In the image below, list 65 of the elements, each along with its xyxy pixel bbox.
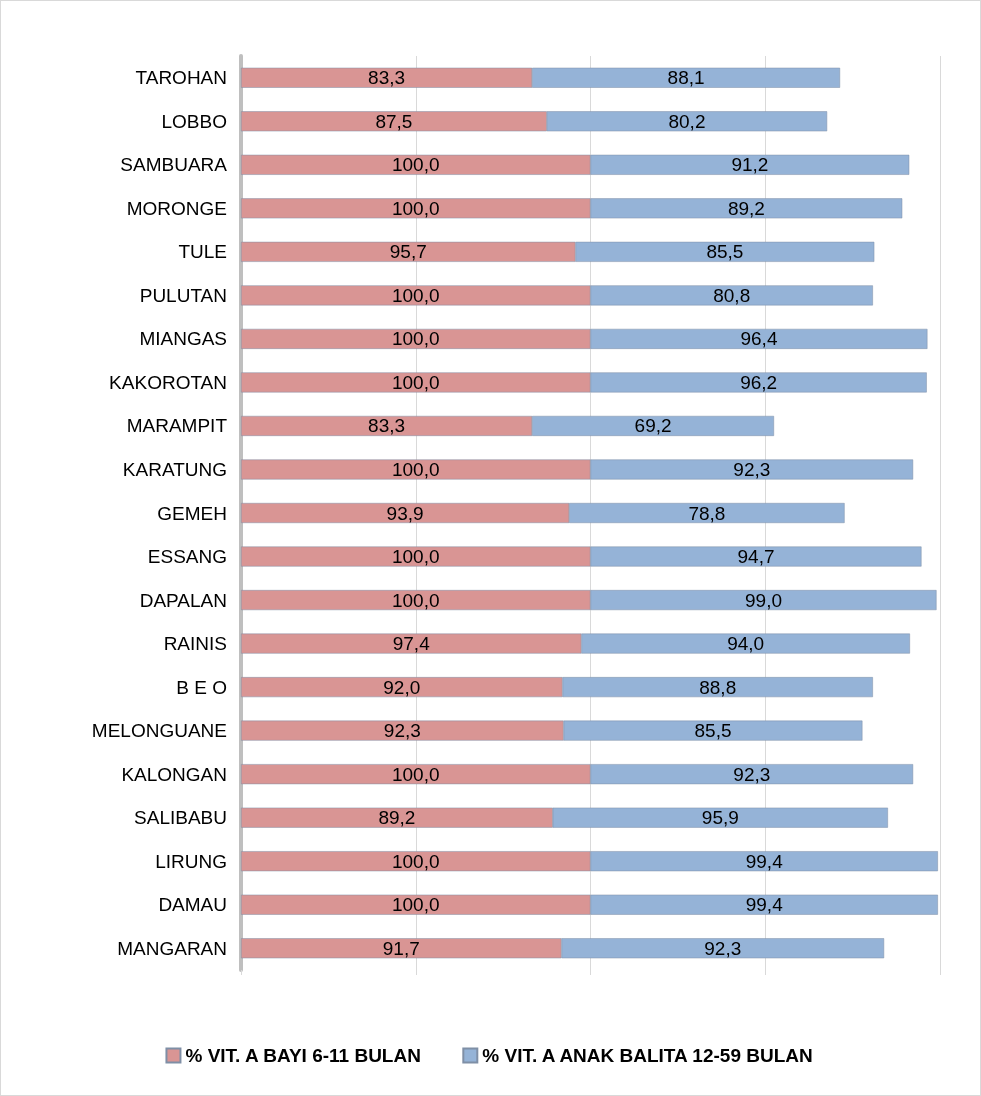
y-tick-label: LIRUNG [155, 850, 227, 872]
y-tick-label: B E O [176, 676, 227, 698]
data-label: 100,0 [391, 589, 440, 611]
data-label: 88,1 [667, 67, 705, 89]
y-tick-label: SAMBUARA [120, 154, 228, 176]
data-label: 100,0 [391, 546, 440, 568]
data-label: 89,2 [378, 807, 416, 829]
data-label: 94,7 [737, 546, 775, 568]
y-tick-label: MARAMPIT [126, 415, 228, 437]
y-tick-label: LOBBO [161, 110, 227, 132]
y-tick-label: ESSANG [147, 546, 227, 568]
y-tick-label: MANGARAN [117, 937, 227, 959]
data-label: 80,8 [713, 284, 751, 306]
y-tick-label: MIANGAS [139, 328, 227, 350]
data-label: 100,0 [391, 328, 440, 350]
y-tick-label: PULUTAN [139, 284, 227, 306]
y-tick-label: TULE [178, 241, 227, 263]
data-label: 100,0 [391, 371, 440, 393]
y-tick-label: KALONGAN [121, 763, 227, 785]
y-tick-label: KARATUNG [122, 458, 227, 480]
data-label: 99,0 [745, 589, 782, 611]
y-tick-label: DAPALAN [139, 589, 227, 611]
data-label: 83,3 [368, 415, 406, 437]
data-label: 100,0 [391, 284, 440, 306]
y-tick-label: DAMAU [158, 894, 227, 916]
data-label: 80,2 [668, 110, 706, 132]
data-label: 92,3 [383, 720, 421, 742]
data-label: 94,0 [727, 633, 765, 655]
data-label: 93,9 [386, 502, 424, 524]
data-label: 92,3 [733, 458, 771, 480]
y-tick-label: SALIBABU [134, 807, 227, 829]
data-label: 96,2 [740, 371, 778, 393]
data-label: 100,0 [391, 197, 440, 219]
data-label: 69,2 [634, 415, 672, 437]
y-tick-label: KAKOROTAN [109, 371, 227, 393]
data-label: 83,3 [368, 67, 406, 89]
data-label: 99,4 [745, 894, 784, 916]
y-tick-label: TAROHAN [135, 67, 227, 89]
legend-label: % VIT. A ANAK BALITA 12-59 BULAN [482, 1045, 813, 1066]
y-tick-label: GEMEH [157, 502, 227, 524]
data-label: 99,4 [745, 850, 784, 872]
data-label: 100,0 [391, 763, 440, 785]
data-label: 89,2 [727, 197, 765, 219]
data-label: 78,8 [688, 502, 726, 524]
data-label: 100,0 [391, 458, 440, 480]
data-label: 97,4 [392, 633, 431, 655]
data-label: 92,0 [383, 676, 421, 698]
data-label: 91,7 [382, 937, 420, 959]
data-label: 96,4 [740, 328, 778, 350]
y-tick-label: MORONGE [126, 197, 227, 219]
data-label: 95,9 [701, 807, 739, 829]
data-label: 85,5 [694, 720, 732, 742]
data-label: 95,7 [389, 241, 427, 263]
data-label: 92,3 [733, 763, 771, 785]
legend-label: % VIT. A BAYI 6-11 BULAN [185, 1045, 421, 1066]
y-tick-label: RAINIS [163, 633, 227, 655]
data-label: 87,5 [375, 110, 413, 132]
data-label: 100,0 [391, 894, 440, 916]
data-label: 100,0 [391, 154, 440, 176]
data-label: 100,0 [391, 850, 440, 872]
data-label: 85,5 [706, 241, 744, 263]
data-label: 88,8 [699, 676, 737, 698]
data-label: 91,2 [731, 154, 769, 176]
data-label: 92,3 [704, 937, 742, 959]
y-tick-label: MELONGUANE [91, 720, 227, 742]
